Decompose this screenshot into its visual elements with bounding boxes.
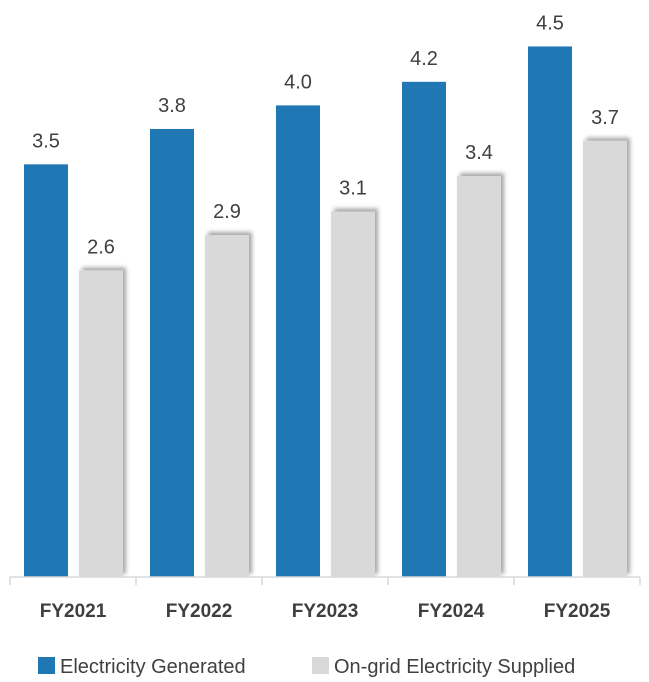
bar-on-grid-supplied-fy2024 xyxy=(457,176,501,577)
value-label: 4.0 xyxy=(284,71,312,93)
bar-electricity-generated-fy2023 xyxy=(276,105,320,578)
legend-label: On-grid Electricity Supplied xyxy=(334,656,575,678)
legend-item-electricity-generated: Electricity Generated xyxy=(38,656,246,678)
value-label: 4.5 xyxy=(536,12,564,34)
value-label: 3.7 xyxy=(591,107,619,129)
value-label: 3.4 xyxy=(465,142,493,164)
legend: Electricity Generated On-grid Electricity… xyxy=(38,656,575,678)
bar-on-grid-supplied-fy2023 xyxy=(331,211,375,577)
value-label: 3.8 xyxy=(158,95,186,117)
legend-label: Electricity Generated xyxy=(60,656,246,678)
value-labels: 3.5 2.6 3.8 2.9 4.0 3.1 4.2 3.4 4.5 3.7 xyxy=(32,12,619,258)
legend-swatch xyxy=(38,657,55,674)
value-label: 2.9 xyxy=(213,201,241,223)
x-tick-label-fy2024: FY2024 xyxy=(418,601,485,622)
x-axis-tick-labels: FY2021 FY2022 FY2023 FY2024 FY2025 xyxy=(40,601,611,622)
x-tick-label-fy2025: FY2025 xyxy=(544,601,611,622)
bar-electricity-generated-fy2022 xyxy=(150,128,194,578)
value-label: 3.1 xyxy=(339,178,367,200)
bar-electricity-generated-fy2021 xyxy=(24,164,68,577)
legend-swatch xyxy=(312,657,329,674)
x-tick-label-fy2021: FY2021 xyxy=(40,601,107,622)
value-label: 3.5 xyxy=(32,130,60,152)
legend-item-on-grid-supplied: On-grid Electricity Supplied xyxy=(312,656,575,678)
bar-on-grid-supplied-fy2025 xyxy=(583,140,627,577)
x-tick-label-fy2022: FY2022 xyxy=(166,601,233,622)
x-axis-ticks xyxy=(9,577,641,585)
x-tick-label-fy2023: FY2023 xyxy=(292,601,359,622)
value-label: 4.2 xyxy=(410,48,438,70)
value-label: 2.6 xyxy=(87,236,115,258)
bar-electricity-generated-fy2025 xyxy=(528,46,572,577)
bar-electricity-generated-fy2024 xyxy=(402,81,446,577)
bar-on-grid-supplied-fy2022 xyxy=(205,235,249,577)
bar-on-grid-supplied-fy2021 xyxy=(79,270,123,577)
bars-layer xyxy=(24,46,627,578)
